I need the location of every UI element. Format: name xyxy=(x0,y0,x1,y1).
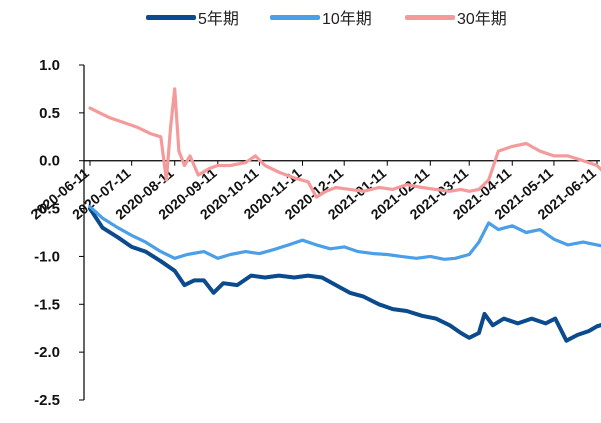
y-tick-label: 0.0 xyxy=(39,153,60,170)
y-tick-label: -0.5 xyxy=(34,201,60,218)
legend-item-5y: 5年期 xyxy=(146,4,239,30)
y-tick-label: -1.5 xyxy=(34,296,60,313)
y-tick-label: -1.0 xyxy=(34,248,60,265)
y-axis: 1.0 0.5 0.0 -0.5 -1.0 -1.5 -2.0 -2.5 xyxy=(34,57,85,409)
series-lines xyxy=(88,87,601,343)
y-tick-label: 0.5 xyxy=(39,105,60,122)
chart-legend: 5年期 10年期 30年期 xyxy=(0,4,601,30)
y-tick-label: -2.5 xyxy=(34,392,60,409)
legend-label-10y: 10年期 xyxy=(322,11,372,28)
legend-label-30y: 30年期 xyxy=(457,11,507,28)
legend-swatch-10y xyxy=(270,14,320,20)
legend-label-5y: 5年期 xyxy=(198,11,239,28)
series-line-1 xyxy=(88,205,601,261)
y-tick-label: -2.0 xyxy=(34,344,60,361)
legend-item-30y: 30年期 xyxy=(405,4,507,30)
y-tick-label: 1.0 xyxy=(39,57,60,74)
series-line-2 xyxy=(88,87,601,199)
legend-item-10y: 10年期 xyxy=(270,4,372,30)
series-line-0 xyxy=(88,206,601,343)
legend-swatch-5y xyxy=(146,14,196,20)
legend-swatch-30y xyxy=(405,14,455,20)
